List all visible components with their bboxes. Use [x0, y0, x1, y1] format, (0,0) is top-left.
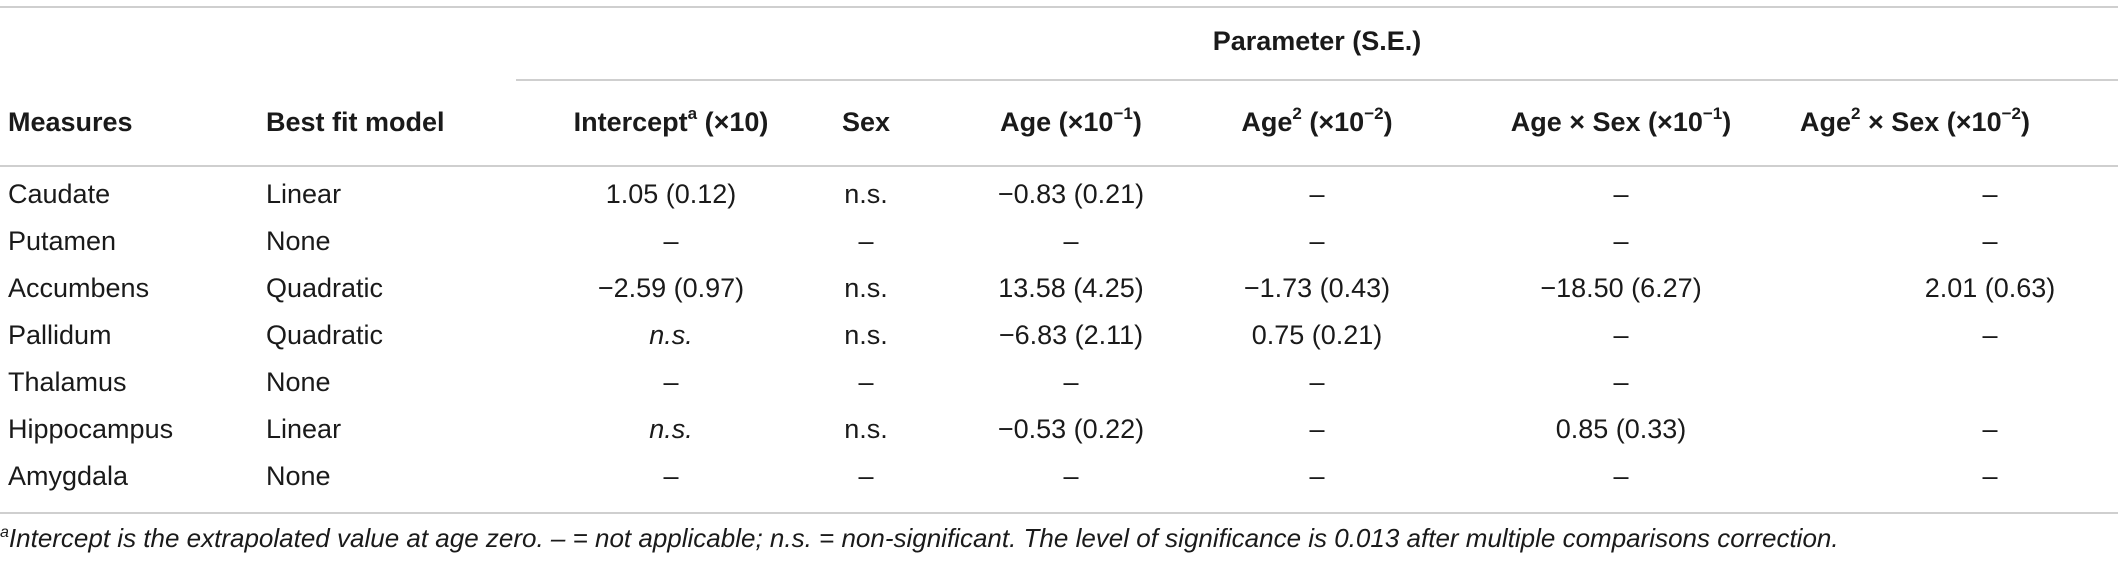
table-row: Accumbens Quadratic −2.59 (0.97) n.s. 13.58 …	[0, 272, 2118, 316]
cell-intercept: n.s.	[649, 320, 693, 350]
cell-intercept: n.s.	[649, 414, 693, 444]
cell-measure: Hippocampus	[8, 414, 174, 444]
cell-model: Linear	[266, 179, 342, 209]
cell-measure: Thalamus	[8, 367, 127, 397]
cell-age: −0.53 (0.22)	[997, 414, 1145, 444]
group-header-rule	[516, 79, 2118, 81]
table-row: Amygdala None – – – – – –	[0, 460, 2118, 504]
cell-age: 13.58 (4.25)	[998, 273, 1144, 303]
col-header-age2-sex: Age2 × Sex (×10−2)	[1800, 104, 2030, 137]
cell-age: −0.83 (0.21)	[997, 179, 1145, 209]
cell-sex: n.s.	[844, 414, 888, 444]
cell-model: Quadratic	[266, 273, 384, 303]
cell-intercept: –	[663, 226, 679, 256]
cell-age2-sex: –	[1982, 226, 1998, 256]
table-row: Hippocampus Linear n.s. n.s. −0.53 (0.22) – 0.…	[0, 413, 2118, 457]
cell-intercept: –	[663, 367, 679, 397]
table-row: Pallidum Quadratic n.s. n.s. −6.83 (2.11) 0.7…	[0, 319, 2118, 363]
cell-age-sex: −18.50 (6.27)	[1540, 273, 1702, 303]
cell-intercept: –	[663, 461, 679, 491]
cell-sex: –	[858, 461, 874, 491]
cell-intercept: −2.59 (0.97)	[597, 273, 745, 303]
cell-age2: –	[1309, 461, 1325, 491]
cell-model: None	[266, 226, 331, 256]
table-row: Caudate Linear 1.05 (0.12) n.s. −0.83 (0.21)…	[0, 178, 2118, 222]
col-header-measures: Measures	[8, 107, 133, 137]
bottom-rule	[0, 512, 2118, 514]
cell-age2-sex: –	[1982, 320, 1998, 350]
cell-age2-sex: 2.01 (0.63)	[1924, 273, 2056, 303]
cell-measure: Putamen	[8, 226, 117, 256]
cell-measure: Amygdala	[8, 461, 129, 491]
cell-age: −6.83 (2.11)	[998, 320, 1144, 350]
cell-sex: n.s.	[844, 273, 888, 303]
cell-age-sex: –	[1613, 320, 1629, 350]
col-header-intercept: Intercepta (×10)	[573, 104, 769, 137]
cell-age: –	[1063, 461, 1079, 491]
cell-age2-sex: –	[1982, 414, 1998, 444]
cell-sex: n.s.	[844, 320, 888, 350]
cell-age2-sex: –	[1982, 461, 1998, 491]
cell-age2: −1.73 (0.43)	[1243, 273, 1391, 303]
table-row: Putamen None – – – – – –	[0, 225, 2118, 269]
cell-measure: Caudate	[8, 179, 111, 209]
cell-age-sex: 0.85 (0.33)	[1555, 414, 1687, 444]
header-rule	[0, 165, 2118, 167]
col-header-model: Best fit model	[266, 107, 445, 137]
cell-sex: –	[858, 226, 874, 256]
col-header-age2: Age2 (×10−2)	[1241, 104, 1393, 137]
col-header-age: Age (×10−1)	[1000, 104, 1142, 137]
col-header-age-sex: Age × Sex (×10−1)	[1510, 104, 1732, 137]
table-row: Thalamus None – – – – –	[0, 366, 2118, 410]
cell-age2-sex: –	[1982, 179, 1998, 209]
cell-age2: 0.75 (0.21)	[1251, 320, 1383, 350]
cell-age: –	[1063, 226, 1079, 256]
cell-measure: Pallidum	[8, 320, 112, 350]
cell-age-sex: –	[1613, 179, 1629, 209]
cell-model: None	[266, 461, 331, 491]
cell-measure: Accumbens	[8, 273, 150, 303]
cell-age2: –	[1309, 414, 1325, 444]
table-footnote: aIntercept is the extrapolated value at …	[0, 523, 1839, 553]
cell-age2: –	[1309, 367, 1325, 397]
cell-intercept: 1.05 (0.12)	[605, 179, 737, 209]
top-rule	[0, 6, 2118, 8]
cell-age2: –	[1309, 179, 1325, 209]
cell-age-sex: –	[1613, 461, 1629, 491]
cell-model: Quadratic	[266, 320, 384, 350]
col-header-sex: Sex	[841, 107, 891, 137]
cell-age: –	[1063, 367, 1079, 397]
cell-age-sex: –	[1613, 367, 1629, 397]
cell-age-sex: –	[1613, 226, 1629, 256]
cell-model: Linear	[266, 414, 342, 444]
cell-sex: –	[858, 367, 874, 397]
group-header: Parameter (S.E.)	[1212, 26, 1422, 56]
cell-age2: –	[1309, 226, 1325, 256]
cell-model: None	[266, 367, 331, 397]
cell-sex: n.s.	[844, 179, 888, 209]
